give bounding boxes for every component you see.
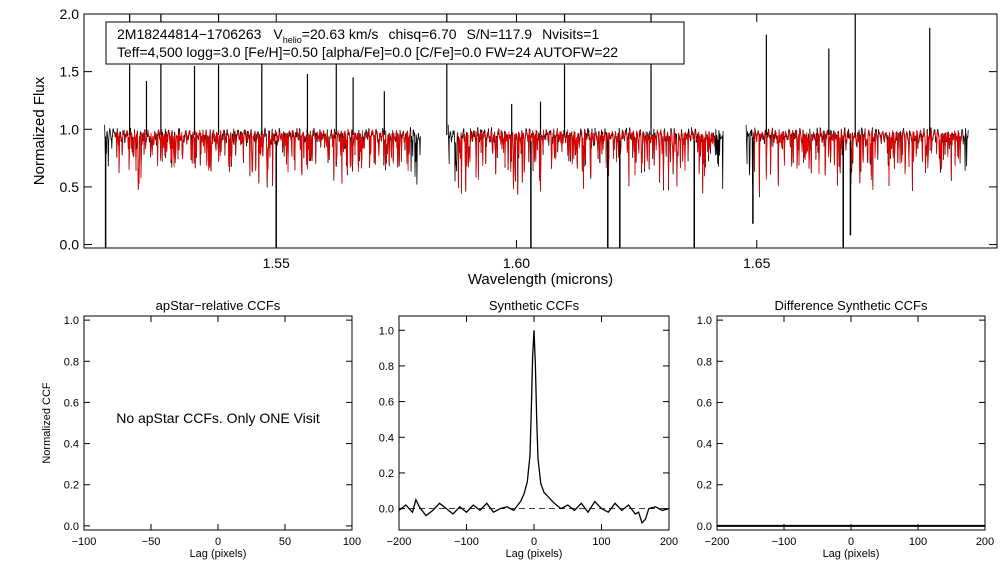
x-tick-label: −50 [142, 536, 161, 548]
panel-title: Difference Synthetic CCFs [775, 298, 928, 313]
y-axis-title: Normalized CCF [41, 382, 53, 464]
y-tick-label: 0.2 [64, 480, 79, 492]
y-tick-label: 2.0 [60, 6, 80, 22]
plot-frame [716, 315, 986, 531]
x-tick-label: 100 [343, 536, 361, 548]
x-axis-title: Wavelength (microns) [468, 271, 613, 288]
x-tick-label: 200 [660, 536, 678, 548]
x-tick-label: 0 [531, 536, 537, 548]
x-tick-label: −200 [705, 536, 730, 548]
y-tick-label: 0.4 [64, 439, 79, 451]
spectrum-plot: 1.55 1.60 1.65 0.0 0.5 1.0 1.5 2.0 Wavelength (m… [31, 6, 998, 288]
y-tick-label: 1.0 [379, 325, 394, 337]
plot-frame [398, 315, 670, 531]
x-axis-title: Lag (pixels) [190, 548, 247, 560]
y-tick-label: 0.4 [379, 432, 394, 444]
x-axis-title: Lag (pixels) [506, 548, 563, 560]
y-tick-label: 0.0 [379, 504, 394, 516]
info-box [105, 21, 685, 65]
synthetic-spectrum-line [114, 128, 412, 189]
y-tick-label: 0.2 [379, 468, 394, 480]
x-tick-label: −200 [387, 536, 412, 548]
apstar-ccf-plot: −100 −50 0 50 100 0.0 0.2 0.4 0.6 0.8 1.0 Lag (pixe… [41, 298, 361, 560]
x-tick-label: 50 [279, 536, 291, 548]
panel-title: Synthetic CCFs [489, 298, 580, 313]
star-id: 2M18244814−1706263 [117, 26, 262, 42]
synthetic-spectrum-line [457, 128, 716, 194]
x-tick-label: −100 [772, 536, 797, 548]
x-tick-label: −100 [454, 536, 479, 548]
synthetic-spectrum-line [753, 129, 962, 193]
no-ccf-annotation: No apStar CCFs. Only ONE Visit [116, 410, 320, 426]
plot-frame [83, 13, 998, 249]
y-tick-label: 0.8 [379, 361, 394, 373]
y-tick-label: 1.5 [60, 64, 80, 80]
x-tick-label: 0 [848, 536, 854, 548]
y-tick-label: 0.8 [64, 356, 79, 368]
y-tick-label: 0.2 [697, 480, 712, 492]
x-tick-label: 0 [215, 536, 221, 548]
snr: S/N=117.9 [467, 26, 533, 42]
x-tick-label: 1.55 [263, 255, 290, 271]
vhelio-value: =20.63 km/s [302, 26, 379, 42]
y-axis-title: Normalized Flux [31, 76, 48, 185]
y-tick-label: 0.8 [697, 356, 712, 368]
y-tick-label: 0.0 [60, 237, 80, 253]
info-line-2: Teff=4,500 logg=3.0 [Fe/H]=0.50 [alpha/F… [117, 44, 618, 60]
info-line-1: 2M18244814−1706263 Vhelio=20.63 km/s chisq… [117, 26, 599, 45]
synthetic-ccf-plot: −200 −100 0 100 200 0.0 0.2 0.4 0.6 0.8 1.0 Lag (pi… [379, 298, 678, 560]
difference-ccf-plot: −200 −100 0 100 200 0.0 0.2 0.4 0.6 0.8 1.0 Lag (pi… [697, 298, 994, 560]
chisq: chisq=6.70 [388, 26, 456, 42]
x-axis-title: Lag (pixels) [823, 548, 880, 560]
nvisits: Nvisits=1 [542, 26, 599, 42]
panel-title: apStar−relative CCFs [156, 298, 281, 313]
y-tick-label: 1.0 [60, 121, 80, 137]
synthetic-ccf-line [398, 330, 670, 525]
y-tick-label: 1.0 [697, 315, 712, 327]
x-tick-label: 100 [592, 536, 610, 548]
y-tick-label: 1.0 [64, 315, 79, 327]
x-tick-label: 1.65 [743, 255, 770, 271]
vhelio-sub: helio [283, 35, 302, 45]
y-tick-label: 0.6 [697, 397, 712, 409]
x-tick-label: 200 [976, 536, 994, 548]
vhelio-prefix: V [273, 26, 283, 42]
x-tick-label: 100 [909, 536, 927, 548]
x-tick-label: −100 [72, 536, 97, 548]
y-tick-label: 0.5 [60, 179, 80, 195]
y-tick-label: 0.0 [64, 521, 79, 533]
y-tick-label: 0.6 [379, 397, 394, 409]
x-tick-label: 1.60 [503, 255, 530, 271]
y-tick-label: 0.0 [697, 521, 712, 533]
y-tick-label: 0.4 [697, 439, 712, 451]
y-tick-label: 0.6 [64, 397, 79, 409]
